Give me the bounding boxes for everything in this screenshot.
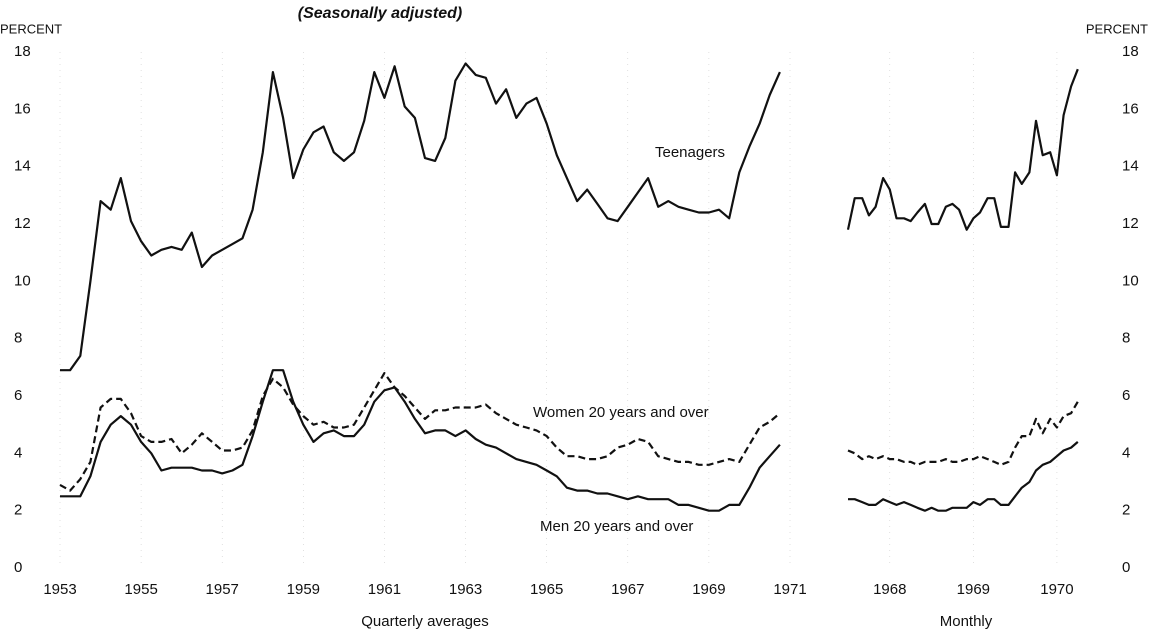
x-tick-label: 1963 (449, 581, 482, 598)
y-tick-label: 4 (1122, 444, 1130, 461)
series-label: Men 20 years and over (540, 518, 693, 535)
y-axis-label: PERCENT (1086, 21, 1148, 36)
y-tick-label: 2 (1122, 502, 1130, 519)
x-tick-label: 1969 (957, 581, 990, 598)
series-line (60, 62, 781, 372)
x-tick-label: 1969 (692, 581, 725, 598)
y-tick-label: 14 (14, 158, 31, 175)
series-line (60, 369, 781, 512)
y-tick-label: 14 (1122, 158, 1139, 175)
series-label: Teenagers (655, 144, 725, 161)
y-tick-label: 10 (14, 272, 31, 289)
y-tick-label: 10 (1122, 272, 1139, 289)
y-tick-label: 18 (14, 43, 31, 60)
x-axis-label: Monthly (940, 613, 993, 630)
y-tick-label: 18 (1122, 43, 1139, 60)
series-line (847, 401, 1079, 466)
series-line (59, 372, 781, 492)
x-tick-label: 1957 (206, 581, 239, 598)
y-tick-label: 0 (14, 559, 22, 576)
y-tick-label: 8 (14, 330, 22, 347)
x-tick-label: 1968 (873, 581, 906, 598)
y-tick-label: 16 (14, 100, 31, 117)
y-tick-label: 6 (1122, 387, 1130, 404)
x-tick-label: 1953 (43, 581, 76, 598)
y-tick-label: 8 (1122, 330, 1130, 347)
y-tick-label: 12 (14, 215, 31, 232)
y-tick-label: 2 (14, 502, 22, 519)
y-tick-label: 16 (1122, 100, 1139, 117)
series-line (846, 68, 1079, 231)
x-tick-label: 1967 (611, 581, 644, 598)
series-line (848, 441, 1079, 512)
series-label: Women 20 years and over (533, 404, 709, 421)
y-axis-label: PERCENT (0, 21, 62, 36)
x-tick-label: 1955 (124, 581, 157, 598)
x-tick-label: 1970 (1040, 581, 1073, 598)
x-tick-label: 1965 (530, 581, 563, 598)
y-tick-label: 6 (14, 387, 22, 404)
y-tick-label: 12 (1122, 215, 1139, 232)
chart-title: (Seasonally adjusted) (298, 5, 463, 22)
x-tick-label: 1959 (287, 581, 320, 598)
x-axis-label: Quarterly averages (361, 613, 489, 630)
y-tick-label: 0 (1122, 559, 1130, 576)
y-tick-label: 4 (14, 444, 22, 461)
x-tick-label: 1961 (368, 581, 401, 598)
x-tick-label: 1971 (773, 581, 806, 598)
